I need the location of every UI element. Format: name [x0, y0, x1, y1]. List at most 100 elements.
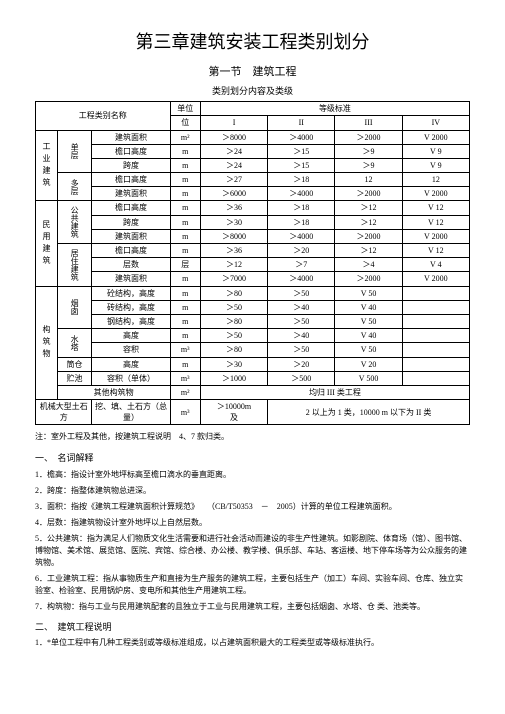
cell: V 50 — [335, 343, 402, 357]
metric: 檐口高度 — [92, 173, 170, 187]
mech-text: 2 以上为 1 类，10000 m 以下为 II 类 — [268, 400, 470, 425]
cat-other-struct: 其他构筑物 — [57, 385, 170, 399]
cell: ＞2000 — [335, 130, 402, 144]
cat-residential: 居住建筑 — [57, 244, 92, 287]
cat-multi: 多层 — [57, 173, 92, 201]
cell: ＞18 — [268, 173, 335, 187]
cell: V 9 — [402, 158, 469, 172]
cell: ＞12 — [335, 244, 402, 258]
hdr-g2: II — [268, 116, 335, 130]
cell: ＞20 — [268, 357, 335, 371]
cell: V 500 — [335, 371, 402, 385]
cell: ＞8000 — [200, 229, 267, 243]
mech-desc: 挖、填、土石方（总量） — [92, 400, 170, 425]
hdr-g1: I — [200, 116, 267, 130]
metric: 建筑面积 — [92, 130, 170, 144]
cell: ＞40 — [268, 300, 335, 314]
cell: V 2000 — [402, 229, 469, 243]
cell: V 4 — [402, 258, 469, 272]
cell — [402, 286, 469, 300]
cell: ＞4000 — [268, 272, 335, 286]
unit: m — [170, 357, 200, 371]
cell: V 50 — [335, 314, 402, 328]
metric: 砼结构，高度 — [92, 286, 170, 300]
metric: 檐口高度 — [92, 201, 170, 215]
section-2-title: 二、 建筑工程说明 — [35, 621, 470, 634]
metric: 容积 — [92, 343, 170, 357]
cell: V 50 — [335, 286, 402, 300]
cell: V 2000 — [402, 272, 469, 286]
cell: V 40 — [335, 329, 402, 343]
hdr-g4: IV — [402, 116, 469, 130]
metric: 容积（单体） — [92, 371, 170, 385]
cell: ＞80 — [200, 286, 267, 300]
cat-yancong: 烟囱 — [57, 286, 92, 329]
unit: m³ — [170, 343, 200, 357]
cat-single: 单层 — [57, 130, 92, 173]
cat-shuita: 水塔 — [57, 329, 92, 357]
cell: ＞12 — [335, 201, 402, 215]
hdr-g3: III — [335, 116, 402, 130]
cell: ＞2000 — [335, 229, 402, 243]
section-1-title: 一、 名词解释 — [35, 452, 470, 465]
cell: ＞24 — [200, 158, 267, 172]
cell — [402, 314, 469, 328]
hdr-unit2: 位 — [170, 116, 200, 130]
unit: m — [170, 215, 200, 229]
cell: ＞12 — [200, 258, 267, 272]
unit: m — [170, 144, 200, 158]
unit: m³ — [170, 400, 200, 425]
cell: ＞9 — [335, 144, 402, 158]
cell: ＞4000 — [268, 130, 335, 144]
unit: m — [170, 158, 200, 172]
cat-zhuchi: 贮池 — [57, 371, 92, 385]
unit: m — [170, 329, 200, 343]
unit: m — [170, 272, 200, 286]
cell: ＞27 — [200, 173, 267, 187]
metric: 高度 — [92, 357, 170, 371]
cell: ＞2000 — [335, 272, 402, 286]
def-7: 7．构筑物：指与工业与民用建筑配套的且独立于工业与民用建筑工程，主要包括烟囱、水… — [35, 601, 470, 613]
unit: m — [170, 229, 200, 243]
cell: ＞15 — [268, 158, 335, 172]
note-line: 注：室外工程及其他，按建筑工程说明 4、7 款归类。 — [35, 431, 470, 444]
metric: 檐口高度 — [92, 244, 170, 258]
cell — [402, 343, 469, 357]
cell: ＞80 — [200, 314, 267, 328]
cell: ＞30 — [200, 215, 267, 229]
unit: m — [170, 300, 200, 314]
hdr-unit: 单位 — [170, 102, 200, 116]
cell: 12 — [335, 173, 402, 187]
cell: ＞80 — [200, 343, 267, 357]
cell: ＞2000 — [335, 187, 402, 201]
cell: ＞9 — [335, 158, 402, 172]
cat-industrial: 工业建筑 — [36, 130, 58, 201]
unit: m — [170, 187, 200, 201]
mech-val: ＞10000m 及 — [200, 400, 267, 425]
cell: V 20 — [335, 357, 402, 371]
cell: ＞50 — [200, 300, 267, 314]
section-title: 第一节 建筑工程 — [35, 65, 470, 80]
classification-table: 工程类别名称 单位 等级标准 位 I II III IV 工业建筑 单层 建筑面… — [35, 101, 470, 425]
metric: 跨度 — [92, 158, 170, 172]
cell: ＞40 — [268, 329, 335, 343]
unit: 层 — [170, 258, 200, 272]
metric: 建筑面积 — [92, 229, 170, 243]
table-caption: 类别划分内容及类级 — [35, 85, 470, 98]
hdr-grade: 等级标准 — [200, 102, 469, 116]
cell: 12 — [402, 173, 469, 187]
unit: m³ — [170, 371, 200, 385]
unit: m — [170, 314, 200, 328]
def-2: 2．跨度：指整体建筑物总进深。 — [35, 485, 470, 497]
cell: ＞50 — [268, 343, 335, 357]
cat-cangku: 筒仓 — [57, 357, 92, 371]
cell: ＞50 — [268, 286, 335, 300]
hdr-proj-type: 工程类别名称 — [36, 102, 171, 130]
metric: 建筑面积 — [92, 272, 170, 286]
cell: ＞30 — [200, 357, 267, 371]
cell: V 12 — [402, 215, 469, 229]
cell: ＞18 — [268, 215, 335, 229]
cell — [402, 300, 469, 314]
cell: ＞500 — [268, 371, 335, 385]
metric: 层数 — [92, 258, 170, 272]
